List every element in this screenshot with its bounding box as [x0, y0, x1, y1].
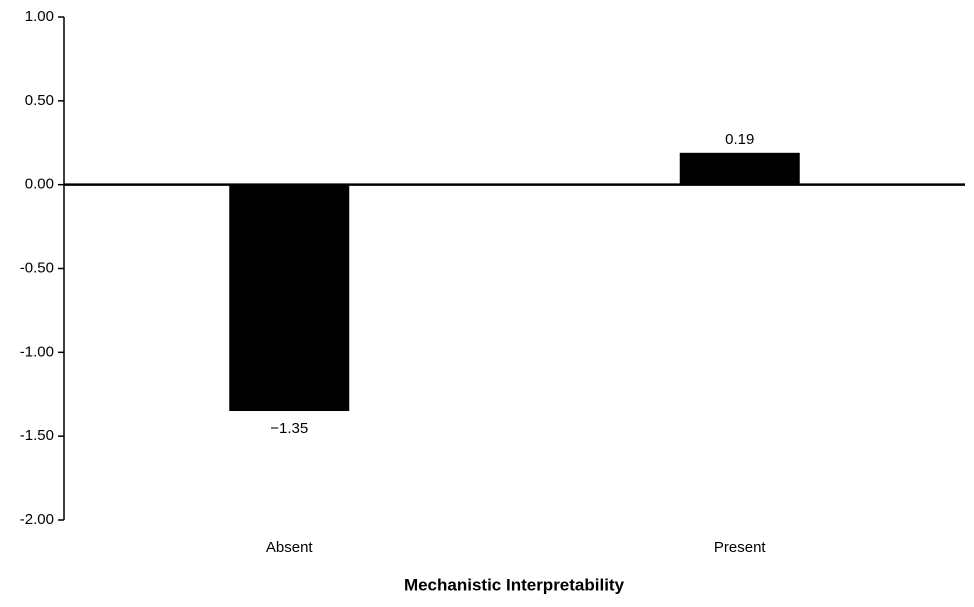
bar	[679, 152, 800, 185]
value-label: −1.35	[270, 420, 308, 437]
y-tick-label: 1.00	[25, 8, 54, 25]
value-label: 0.19	[725, 131, 754, 148]
y-tick-label: -1.50	[20, 427, 54, 444]
y-tick-label: 0.50	[25, 92, 54, 109]
x-tick-label: Present	[714, 539, 767, 556]
bar	[229, 184, 350, 412]
y-tick-label: 0.00	[25, 176, 54, 193]
y-tick-label: -2.00	[20, 511, 54, 528]
x-tick-label: Absent	[266, 539, 314, 556]
y-tick-label: -1.00	[20, 343, 54, 360]
y-tick-label: -0.50	[20, 259, 54, 276]
x-axis-title: Mechanistic Interpretability	[404, 575, 625, 594]
